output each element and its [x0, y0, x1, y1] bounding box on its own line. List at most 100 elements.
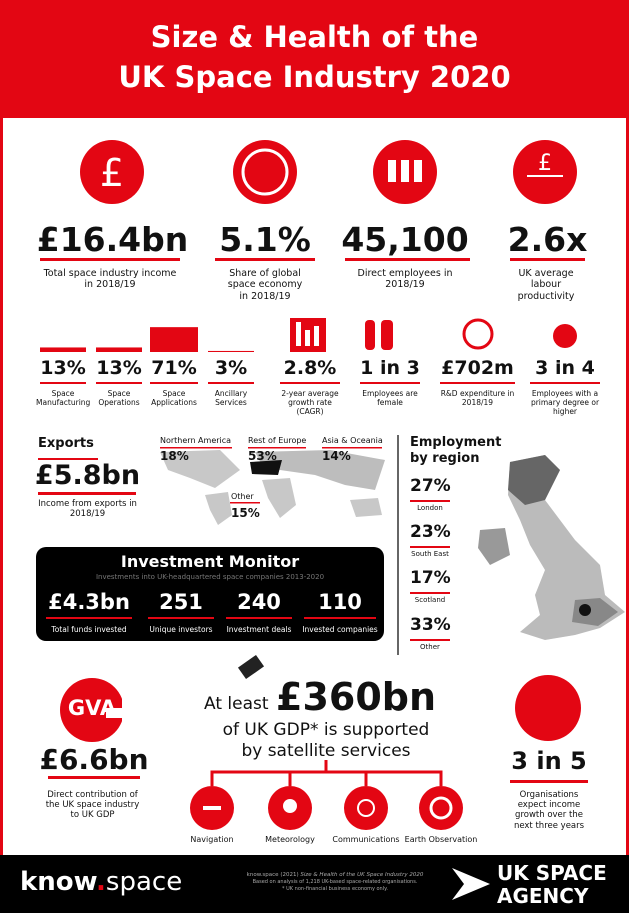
growth-label: Organisations expect income growth over …	[513, 790, 585, 831]
exports-title: Exports	[38, 436, 94, 451]
gdp-value: £360bn	[276, 675, 437, 719]
underlines	[38, 258, 600, 783]
citation: know.space (2021) Size & Health of the U…	[225, 872, 445, 878]
region-value: 53%	[248, 449, 277, 463]
investment-value: 110	[318, 590, 362, 614]
brand: know.space	[20, 868, 182, 897]
svg-text:£: £	[538, 151, 552, 176]
agency: AGENCY	[497, 884, 589, 908]
segment-bar	[150, 327, 198, 352]
title: Size & Health of the	[150, 20, 479, 54]
investment-title: Investment Monitor	[120, 552, 300, 571]
service-tree	[210, 760, 443, 786]
segment-value: 13%	[96, 357, 142, 379]
service-label: Navigation	[190, 835, 234, 844]
stat-label: Share of global space economy in 2018/19	[227, 268, 303, 302]
segment-bar	[40, 347, 86, 352]
segment-name: Space Applications	[151, 389, 197, 407]
investment-value: £4.3bn	[48, 590, 130, 614]
growth-value: 3 in 5	[511, 747, 587, 775]
employment-name: South East	[411, 550, 449, 558]
segment-bar	[208, 350, 254, 352]
region-name: Rest of Europe	[248, 436, 307, 445]
footer	[0, 855, 629, 913]
employment-value: 23%	[410, 522, 451, 542]
stat-value: 5.1%	[219, 220, 311, 259]
employment-value: 27%	[410, 476, 451, 496]
investment-value: 240	[237, 590, 281, 614]
small-label: Employees are female	[362, 389, 418, 407]
stat-value: 2.6x	[507, 220, 588, 259]
small-value: 1 in 3	[360, 357, 420, 379]
region-value: 15%	[231, 506, 260, 520]
segment-name: Space Operations	[98, 389, 140, 407]
region-name: Asia & Oceania	[322, 436, 383, 445]
gva-badge: GVA	[67, 696, 117, 720]
icon-details: £ £	[100, 148, 563, 820]
stat-label: UK average labour productivity	[517, 268, 575, 302]
investment-label: Invested companies	[302, 625, 378, 634]
small-value: 3 in 4	[535, 357, 595, 379]
agency-logo	[452, 868, 490, 900]
segment-name: Space Manufacturing	[36, 389, 91, 407]
region-value: 14%	[322, 449, 351, 463]
investment-label: Investment deals	[226, 625, 292, 634]
service-label: Communications	[332, 835, 400, 844]
employment-name: London	[417, 504, 443, 512]
employment-value: 33%	[410, 615, 451, 635]
small-label: 2-year average growth rate (CAGR)	[281, 389, 339, 416]
region-name: Northern America	[160, 436, 232, 445]
small-value: £702m	[441, 357, 514, 379]
header	[0, 0, 629, 118]
investment-subtitle: Investments into UK-headquartered space …	[95, 573, 325, 581]
small-label: R&D expenditure in 2018/19	[440, 389, 515, 407]
segment-bar	[96, 347, 142, 352]
exports-value: £5.8bn	[34, 460, 141, 491]
brand-dot: .	[96, 867, 106, 897]
gdp-line: by satellite services	[241, 741, 411, 761]
small-value: 2.8%	[283, 357, 337, 379]
stat-value: 45,100	[341, 220, 469, 259]
small-label: Employees with a primary degree or highe…	[530, 389, 600, 416]
citation-source: know.space (2021)	[246, 872, 299, 878]
gva-label: Direct contribution of the UK space indu…	[45, 790, 140, 821]
employment-title: by region	[410, 451, 480, 466]
gdp-prefix: At least	[204, 694, 269, 714]
service-label: Meteorology	[265, 835, 315, 844]
gdp-line: of UK GDP* is supported	[222, 720, 430, 740]
agency: UK SPACE	[497, 861, 607, 885]
note: * UK non-financial business economy only…	[282, 886, 388, 892]
employment-name: Other	[420, 643, 440, 651]
note: Based on analysis of 1,218 UK-based spac…	[252, 879, 418, 885]
investment-underlines	[46, 617, 376, 619]
world-map	[160, 450, 385, 525]
investment-label: Total funds invested	[51, 625, 127, 634]
segment-bars	[40, 327, 254, 352]
stat-label: Total space industry income in 2018/19	[43, 268, 177, 291]
title: UK Space Industry 2020	[118, 60, 511, 94]
segment-value: 3%	[214, 357, 248, 379]
region-name: Other	[231, 492, 254, 501]
region-value: 18%	[160, 449, 189, 463]
employment-name: Scotland	[414, 596, 446, 604]
brand-part: know	[20, 867, 97, 897]
uk-map	[478, 455, 625, 640]
investment-value: 251	[159, 590, 203, 614]
service-label: Earth Observation	[404, 835, 478, 844]
segment-name: Ancillary Services	[214, 389, 248, 407]
brand-part: space	[105, 867, 183, 897]
stat-value: £16.4bn	[36, 220, 189, 259]
segment-value: 13%	[40, 357, 86, 379]
employment-title: Employment	[410, 435, 502, 450]
citation-title: Size & Health of the UK Space Industry 2…	[300, 872, 424, 878]
gva-value: £6.6bn	[39, 743, 149, 776]
employment-value: 17%	[410, 568, 451, 588]
exports-label: Income from exports in 2018/19	[38, 499, 137, 520]
segment-value: 71%	[151, 357, 197, 379]
investment-label: Unique investors	[149, 625, 213, 634]
svg-text:£: £	[100, 151, 124, 195]
stat-label: Direct employees in 2018/19	[357, 268, 453, 291]
